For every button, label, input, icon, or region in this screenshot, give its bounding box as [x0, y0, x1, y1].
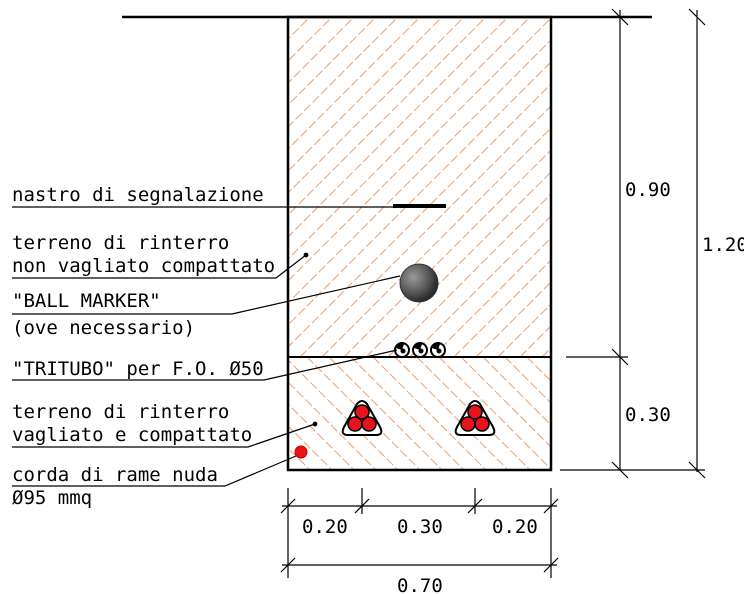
label-tritubo: "TRITUBO" per F.O. Ø50	[12, 358, 264, 380]
lower-backfill-hatch	[288, 357, 551, 470]
tritubo-ducts	[394, 342, 446, 358]
dim-width-middle: 0.30	[397, 516, 443, 538]
vertical-dimensions	[560, 8, 706, 479]
dim-width-total: 0.70	[397, 575, 443, 594]
dim-width-right: 0.20	[492, 516, 538, 538]
label-ball-marker-2: (ove necessario)	[12, 317, 195, 339]
cable-trefoil-left	[341, 400, 383, 436]
ball-marker	[399, 263, 439, 303]
dim-depth-total: 1.20	[702, 234, 744, 256]
horizontal-dimensions	[280, 488, 559, 578]
dim-width-left: 0.20	[302, 516, 348, 538]
label-backfill-lower-2: vagliato e compattato	[12, 424, 252, 446]
label-backfill-upper-2: non vagliato compattato	[12, 255, 275, 277]
label-copper-1: corda di rame nuda	[12, 464, 218, 486]
label-copper-2: Ø95 mmq	[12, 487, 92, 509]
leader-lines	[12, 206, 401, 487]
dim-depth-lower: 0.30	[625, 404, 671, 426]
dim-depth-upper: 0.90	[625, 179, 671, 201]
copper-earth-rope	[294, 445, 308, 459]
label-backfill-upper-1: terreno di rinterro	[12, 232, 229, 254]
label-warning-tape: nastro di segnalazione	[12, 184, 264, 206]
trench-outline	[286, 15, 553, 472]
cable-trefoil-right	[454, 400, 496, 436]
label-backfill-lower-1: terreno di rinterro	[12, 401, 229, 423]
label-ball-marker-1: "BALL MARKER"	[12, 290, 161, 312]
